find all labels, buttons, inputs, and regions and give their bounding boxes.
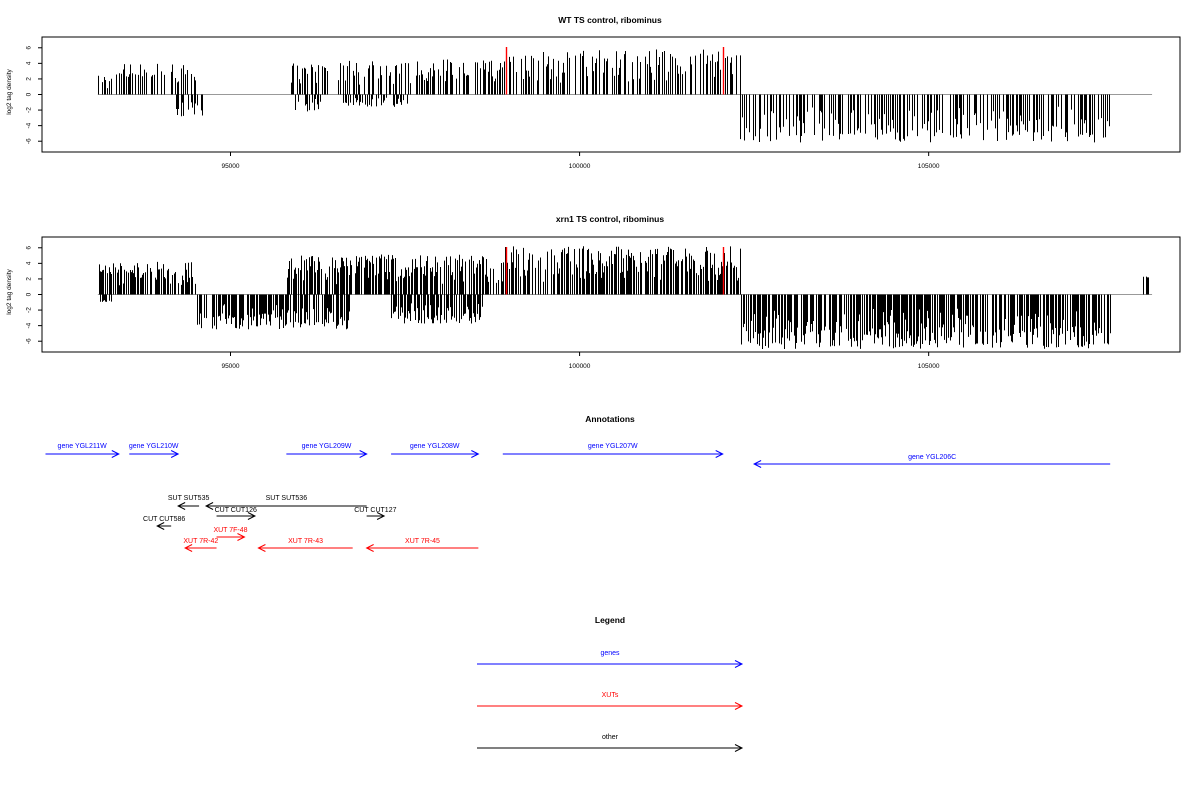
x-axis: 95000 100000 105000 xyxy=(221,152,940,170)
feature-arrow-head xyxy=(247,512,257,520)
y-tick-label: -6 xyxy=(26,338,33,344)
feature-arrow-head xyxy=(376,512,386,520)
annotation-feature: gene YGL209W xyxy=(286,443,368,458)
annotation-feature: SUT SUT536 xyxy=(204,495,367,510)
y-tick-label: 6 xyxy=(26,246,33,250)
annotation-feature: XUT 7R-45 xyxy=(365,538,479,552)
feature-arrow-head xyxy=(156,522,165,530)
feature-label: SUT SUT536 xyxy=(266,495,308,502)
feature-arrow-head xyxy=(365,544,374,552)
feature-label: XUT 7F-48 xyxy=(213,527,247,534)
feature-arrow-head xyxy=(715,450,724,458)
annotation-features: gene YGL211W gene YGL210W gene YGL209W gene… xyxy=(45,443,1111,552)
x-tick-label: 105000 xyxy=(918,363,940,370)
y-tick-label: 4 xyxy=(26,261,33,265)
feature-label: gene YGL206C xyxy=(908,454,956,461)
x-tick-label: 105000 xyxy=(918,163,940,170)
feature-label: gene YGL208W xyxy=(410,443,460,450)
x-axis: 95000 100000 105000 xyxy=(221,352,940,370)
feature-arrow-head xyxy=(184,544,193,552)
y-tick-label: 4 xyxy=(26,61,33,65)
feature-label: gene YGL207W xyxy=(588,443,638,450)
y-tick-label: -4 xyxy=(26,122,33,128)
wt-track-ylabel: log2 tag density xyxy=(6,68,13,114)
annotation-feature: XUT 7R-42 xyxy=(183,538,218,552)
legend-item-other: other xyxy=(477,734,744,752)
legend-panel: Legend genes XUTs other xyxy=(477,615,744,752)
feature-arrow-head xyxy=(111,450,120,458)
y-tick-label: -2 xyxy=(26,107,33,113)
y-tick-label: 0 xyxy=(26,92,33,96)
legend-label: XUTs xyxy=(602,692,619,699)
x-tick-label: 100000 xyxy=(569,363,591,370)
xrn1-track-ylabel: log2 tag density xyxy=(6,268,13,314)
legend-item-genes: genes xyxy=(477,650,744,668)
annotation-feature: CUT CUT126 xyxy=(215,507,257,520)
wt-track-title: WT TS control, ribominus xyxy=(558,15,662,25)
feature-arrow-head xyxy=(359,450,368,458)
feature-label: XUT 7R-42 xyxy=(183,538,218,545)
annotation-feature: SUT SUT535 xyxy=(168,495,210,510)
wt-track-panel: WT TS control, ribominus log2 tag densit… xyxy=(6,15,1181,170)
xrn1-track-panel: xrn1 TS control, ribominus log2 tag dens… xyxy=(6,214,1181,370)
x-tick-label: 95000 xyxy=(221,163,239,170)
y-axis: -6 -4 -2 0 2 4 6 xyxy=(26,246,42,344)
feature-arrow-head xyxy=(170,450,180,458)
xrn1-track-plot: -6 -4 -2 0 2 4 6 95000 100000 105000 xyxy=(26,236,1181,370)
annotation-feature: gene YGL208W xyxy=(391,443,480,458)
annotations-panel: Annotations gene YGL211W gene YGL210W gene… xyxy=(45,414,1111,552)
feature-label: XUT 7R-43 xyxy=(288,538,323,545)
legend-arrow-head xyxy=(734,702,744,710)
y-tick-label: 2 xyxy=(26,77,33,81)
annotations-title: Annotations xyxy=(585,414,635,424)
y-tick-label: -6 xyxy=(26,138,33,144)
y-axis: -6 -4 -2 0 2 4 6 xyxy=(26,46,42,144)
legend-label: genes xyxy=(600,650,620,657)
feature-arrow-head xyxy=(204,502,214,510)
feature-label: gene YGL211W xyxy=(58,443,108,450)
annotation-feature: CUT CUT586 xyxy=(143,516,185,530)
legend-label: other xyxy=(602,734,619,741)
feature-arrow-head xyxy=(177,502,186,510)
coverage-bars xyxy=(98,49,1110,143)
coverage-bars xyxy=(99,246,1149,349)
y-tick-label: 0 xyxy=(26,292,33,296)
feature-label: SUT SUT535 xyxy=(168,495,210,502)
legend-items: genes XUTs other xyxy=(477,650,744,752)
feature-arrow-head xyxy=(471,450,480,458)
annotation-feature: gene YGL207W xyxy=(502,443,724,458)
wt-track-plot: -6 -4 -2 0 2 4 6 95000 100000 105000 xyxy=(26,36,1181,170)
legend-title: Legend xyxy=(595,615,625,625)
feature-label: gene YGL210W xyxy=(129,443,179,450)
x-tick-label: 100000 xyxy=(569,163,591,170)
y-tick-label: -2 xyxy=(26,307,33,313)
feature-arrow-head xyxy=(237,533,246,541)
y-tick-label: -4 xyxy=(26,322,33,328)
feature-label: XUT 7R-45 xyxy=(405,538,440,545)
legend-arrow-head xyxy=(734,660,744,668)
annotation-feature: gene YGL210W xyxy=(129,443,180,458)
annotation-feature: CUT CUT127 xyxy=(354,507,397,520)
annotation-feature: XUT 7F-48 xyxy=(213,527,248,541)
feature-label: gene YGL209W xyxy=(302,443,352,450)
feature-label: CUT CUT127 xyxy=(354,507,396,514)
feature-arrow-head xyxy=(753,460,762,468)
annotation-feature: gene YGL211W xyxy=(45,443,120,458)
x-tick-label: 95000 xyxy=(221,363,239,370)
annotation-feature: XUT 7R-43 xyxy=(257,538,353,552)
y-tick-label: 2 xyxy=(26,277,33,281)
legend-item-xuts: XUTs xyxy=(477,692,744,710)
y-tick-label: 6 xyxy=(26,46,33,50)
feature-arrow-head xyxy=(257,544,266,552)
annotation-feature: gene YGL206C xyxy=(753,454,1111,468)
xrn1-track-title: xrn1 TS control, ribominus xyxy=(556,214,664,224)
feature-label: CUT CUT586 xyxy=(143,516,185,523)
feature-label: CUT CUT126 xyxy=(215,507,257,514)
legend-arrow-head xyxy=(734,744,744,752)
